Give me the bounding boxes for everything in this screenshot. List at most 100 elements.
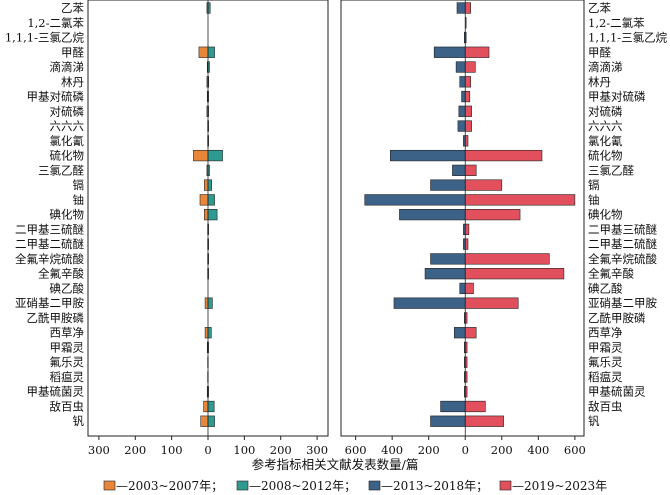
category-label-right: 全氟辛烷硫酸 — [588, 252, 657, 266]
category-label-left: 三氯乙醛 — [38, 163, 84, 177]
category-label-right: 铀 — [588, 193, 600, 207]
bar-2003~2007年 — [198, 46, 209, 58]
x-tick-label: 0 — [204, 443, 211, 457]
category-label-right: 林丹 — [588, 75, 611, 89]
bar-2013~2018年 — [459, 282, 466, 295]
category-label-left: 林丹 — [61, 75, 84, 89]
bar-2013~2018年 — [458, 105, 466, 117]
x-tick-label: 100 — [161, 443, 183, 457]
category-label-left: 敌百虫 — [50, 399, 85, 413]
bar-2019~2023年 — [464, 76, 472, 88]
category-label-left: 全氟辛酸 — [38, 267, 84, 281]
bar-2013~2018年 — [452, 164, 466, 176]
legend-label: —2019~2023年 — [512, 479, 607, 493]
bar-2019~2023年 — [464, 105, 472, 117]
bar-2019~2023年 — [464, 209, 521, 221]
category-label-right: 亚硝基二甲胺 — [588, 296, 657, 310]
category-label-right: 西草净 — [588, 326, 623, 340]
category-label-left: 乙酰甲胺磷 — [27, 311, 85, 325]
category-label-left: 甲基硫菌灵 — [27, 385, 85, 399]
category-label-right: 1,1,1-三氯乙烷 — [588, 31, 668, 45]
category-label-left: 甲醛 — [61, 45, 84, 59]
bar-2013~2018年 — [390, 149, 466, 162]
bar-2013~2018年 — [453, 327, 466, 339]
category-label-left: 滴滴涕 — [50, 60, 85, 74]
bar-2013~2018年 — [430, 253, 466, 265]
category-label-right: 甲基硫菌灵 — [588, 385, 646, 399]
category-label-right: 全氟辛酸 — [588, 267, 634, 281]
category-label-left: 1,1,1-三氯乙烷 — [5, 31, 85, 45]
bar-2013~2018年 — [399, 209, 466, 221]
category-label-right: 滴滴涕 — [588, 60, 623, 74]
category-label-left: 碘化物 — [50, 208, 85, 222]
category-label-left: 甲基对硫磷 — [27, 90, 85, 104]
category-label-right: 钒 — [588, 414, 600, 428]
bar-2013~2018年 — [430, 415, 466, 427]
category-label-left: 铀 — [73, 193, 85, 207]
category-label-left: 硫化物 — [50, 149, 85, 163]
category-label-right: 甲霜灵 — [588, 340, 623, 354]
category-label-left: 氟乐灵 — [50, 355, 85, 369]
x-axis-title: 参考指标相关文献发表数量/篇 — [252, 457, 419, 472]
bar-2019~2023年 — [464, 400, 486, 413]
category-label-left: 亚硝基二甲胺 — [15, 296, 84, 310]
category-label-right: 二甲基三硫醚 — [588, 222, 657, 236]
x-tick-label: 200 — [491, 443, 513, 457]
category-label-right: 碘乙酸 — [588, 281, 623, 295]
category-label-right: 镉 — [588, 178, 600, 192]
bar-2013~2018年 — [430, 179, 466, 191]
x-tick-label: 600 — [564, 443, 586, 457]
category-label-right: 稻瘟灵 — [588, 370, 623, 384]
category-label-left: 碘乙酸 — [50, 281, 85, 295]
category-label-right: 乙酰甲胺磷 — [588, 311, 646, 325]
category-label-right: 甲醛 — [588, 45, 611, 59]
category-label-right: 氯化氰 — [588, 134, 623, 148]
bar-2013~2018年 — [364, 194, 466, 206]
x-tick-label: 200 — [418, 443, 440, 457]
bar-2019~2023年 — [464, 415, 504, 427]
category-label-left: 西草净 — [50, 326, 85, 340]
legend-label: —2008~2012年； — [249, 479, 356, 493]
x-tick-label: 400 — [527, 443, 549, 457]
legend: —2003~2007年； —2008~2012年； —2013~2018年； —201… — [103, 479, 607, 493]
category-label-right: 敌百虫 — [588, 399, 623, 413]
bar-2019~2023年 — [464, 61, 476, 73]
x-tick-label: 300 — [88, 443, 110, 457]
category-label-right: 对硫磷 — [588, 104, 623, 118]
category-label-left: 六六六 — [50, 119, 85, 133]
x-tick-label: 200 — [270, 443, 292, 457]
bar-2003~2007年 — [199, 194, 209, 206]
category-label-left: 甲霜灵 — [50, 340, 85, 354]
bar-2003~2007年 — [193, 149, 209, 162]
x-tick-label: 100 — [233, 443, 255, 457]
bar-2019~2023年 — [464, 179, 503, 191]
left-panel-bars — [193, 0, 223, 436]
bar-2003~2007年 — [200, 415, 209, 427]
bar-2003~2007年 — [204, 179, 209, 191]
bar-2003~2007年 — [204, 327, 209, 339]
bar-2019~2023年 — [464, 282, 474, 295]
bar-2013~2018年 — [424, 268, 466, 280]
x-tick-label: 0 — [462, 443, 469, 457]
right-panel-bars — [364, 0, 576, 436]
x-tick-label: 400 — [381, 443, 403, 457]
legend-swatch — [103, 480, 116, 491]
bar-2008~2012年 — [207, 400, 215, 413]
bar-2008~2012年 — [207, 194, 215, 206]
category-label-left: 二甲基二硫醚 — [15, 237, 84, 251]
bar-2013~2018年 — [461, 90, 466, 103]
bar-2019~2023年 — [464, 2, 472, 14]
bar-2019~2023年 — [464, 297, 519, 309]
bar-2019~2023年 — [464, 327, 477, 339]
bar-2003~2007年 — [204, 209, 209, 221]
right-panel-ticks: 600 400 200 0 200 400 600 — [345, 436, 586, 457]
category-label-right: 碘化物 — [588, 208, 623, 222]
category-label-right: 1,2-二氯苯 — [588, 16, 645, 30]
bar-2019~2023年 — [464, 120, 472, 132]
bar-2019~2023年 — [464, 149, 543, 162]
legend-swatch — [236, 480, 249, 491]
bar-2019~2023年 — [464, 268, 565, 280]
bar-2013~2018年 — [433, 46, 466, 58]
bar-2019~2023年 — [464, 90, 471, 103]
